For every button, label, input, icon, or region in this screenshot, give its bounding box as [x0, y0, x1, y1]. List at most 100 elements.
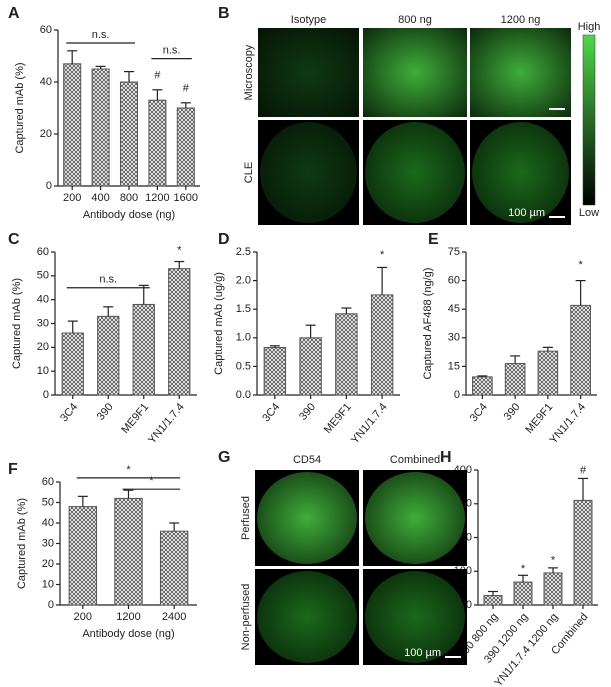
y-tick-label: 30	[42, 537, 54, 549]
bar	[573, 499, 593, 606]
annotation: n.s.	[92, 29, 110, 41]
annotation: *	[521, 563, 526, 575]
bar	[63, 63, 82, 187]
y-tick-label: 2.5	[236, 246, 251, 258]
error-bar	[152, 89, 163, 101]
error-bar	[542, 346, 553, 352]
y-tick-label: 60	[448, 275, 460, 287]
column-label: 1200 ng	[501, 14, 541, 26]
annotation: *	[551, 554, 556, 566]
micrograph	[257, 472, 357, 564]
y-tick-label: 1.5	[236, 303, 251, 315]
panel-letter: F	[8, 461, 18, 478]
error-bar	[174, 260, 185, 269]
bar	[570, 304, 591, 396]
error-bar	[341, 307, 352, 314]
y-tick-label: 0	[48, 599, 54, 611]
error-bar	[578, 477, 588, 501]
y-axis-label: Captured mAb (%)	[16, 498, 28, 589]
error-bar	[488, 590, 498, 596]
error-bar	[124, 70, 134, 82]
y-axis-label: Captured mAb (ug/g)	[213, 272, 225, 375]
colorbar-label: High	[578, 21, 601, 33]
y-tick-label: 30	[448, 332, 460, 344]
micrograph	[260, 122, 357, 223]
y-tick-label: 50	[42, 496, 54, 508]
y-tick-label: 0	[46, 180, 52, 192]
y-tick-label: 10	[37, 365, 49, 377]
x-tick-label: ME9F1	[322, 401, 354, 436]
column-label: Isotype	[291, 14, 326, 26]
x-tick-label: 2400	[162, 611, 186, 623]
panel-letter: E	[428, 231, 439, 248]
x-axis-label: Antibody dose (ng)	[82, 628, 174, 640]
row-label: CLE	[243, 162, 255, 183]
y-tick-label: 40	[40, 76, 52, 88]
bar	[97, 315, 120, 396]
x-tick-label: YN1/1.7.4	[146, 401, 187, 446]
column-label: 800 ng	[398, 14, 432, 26]
y-tick-label: 0.0	[236, 389, 251, 401]
bar	[132, 303, 155, 396]
x-tick-label: 1600	[174, 192, 198, 204]
y-axis-label: Captured AF488 (ng/g)	[422, 268, 434, 380]
bar	[504, 363, 526, 396]
error-bar	[377, 266, 388, 295]
annotation: #	[183, 82, 190, 94]
bar	[299, 337, 322, 396]
column-label: CD54	[293, 454, 321, 466]
error-bar	[548, 567, 558, 573]
x-tick-label: 400	[91, 192, 109, 204]
panel-letter: G	[218, 449, 230, 466]
x-tick-label: 3C4	[58, 401, 80, 424]
panel-letter: H	[440, 449, 452, 466]
y-tick-label: 0.5	[236, 360, 251, 372]
bar	[148, 99, 167, 187]
error-bar	[180, 102, 191, 108]
error-bar	[67, 320, 78, 334]
column-label: Combined	[390, 454, 440, 466]
micrograph	[258, 28, 359, 117]
x-axis-label: Antibody dose (ng)	[83, 209, 175, 221]
annotation: n.s.	[163, 45, 181, 57]
bar	[168, 268, 191, 396]
x-tick-label: ME9F1	[523, 401, 555, 436]
annotation: *	[380, 249, 385, 261]
scale-bar-label: 100 µm	[404, 647, 441, 659]
y-tick-label: 60	[37, 246, 49, 258]
error-bar	[518, 574, 528, 583]
y-tick-label: 75	[448, 246, 460, 258]
micrograph	[472, 122, 569, 223]
panel-letter: C	[8, 231, 20, 248]
error-bar	[95, 65, 106, 69]
bar	[91, 68, 110, 187]
bar	[537, 350, 559, 396]
annotation: *	[177, 244, 182, 256]
x-tick-label: ME9F1	[119, 401, 151, 436]
x-tick-label: 200	[74, 611, 92, 623]
panel-letter: B	[218, 5, 230, 22]
colorbar-label: Low	[579, 207, 599, 219]
colorbar	[582, 34, 596, 206]
annotation: #	[154, 69, 161, 81]
x-tick-label: 390	[297, 401, 318, 423]
x-tick-label: 1200	[145, 192, 169, 204]
bar	[176, 107, 195, 187]
x-tick-label: 1200	[116, 611, 140, 623]
x-tick-label: 390	[502, 401, 523, 423]
micrograph	[365, 472, 465, 564]
y-tick-label: 45	[448, 303, 460, 315]
y-tick-label: 50	[37, 270, 49, 282]
x-tick-label: 800	[120, 192, 138, 204]
error-bar	[575, 280, 586, 306]
row-label: Perfused	[240, 496, 252, 540]
scale-bar-label: 100 µm	[508, 207, 545, 219]
bar	[483, 595, 503, 606]
annotation: *	[126, 464, 131, 476]
error-bar	[67, 50, 78, 64]
y-tick-label: 20	[42, 558, 54, 570]
micrograph	[470, 28, 571, 117]
bar	[472, 376, 493, 396]
annotation: n.s.	[99, 274, 117, 286]
